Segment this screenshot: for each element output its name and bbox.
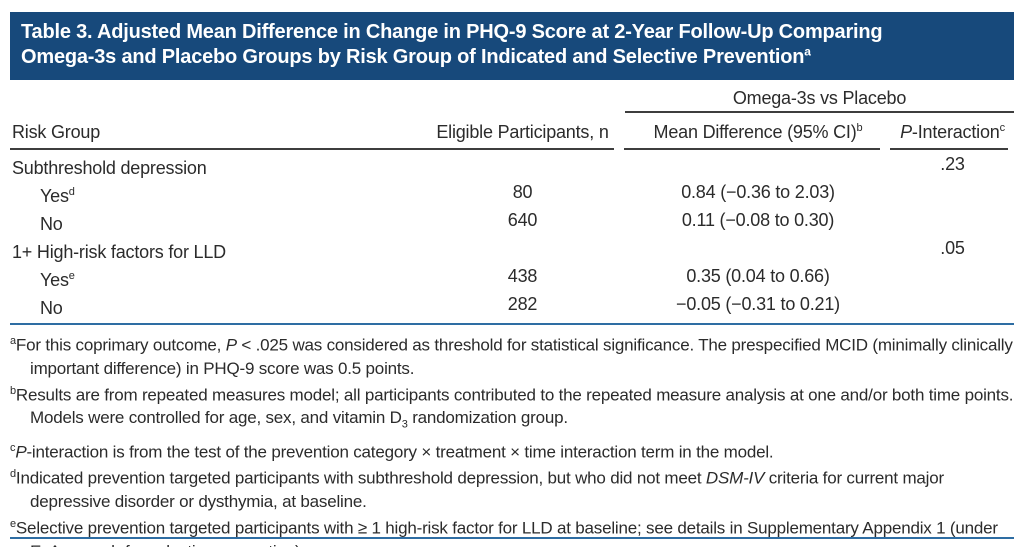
cell-eligible-n: 640: [507, 210, 538, 230]
cell-mean-difference: 0.84 (−0.36 to 2.03): [681, 182, 835, 202]
cell-risk-group: Yese: [40, 270, 75, 290]
cell-p-interaction: .05: [940, 238, 965, 258]
cell-risk-group: Yesd: [40, 186, 75, 206]
footnote-marker: c: [10, 441, 16, 454]
table-title-line2: Omega-3s and Placebo Groups by Risk Grou…: [21, 46, 805, 68]
divider: [10, 148, 1014, 150]
cell-risk-group: No: [40, 214, 63, 234]
table-title-footnote-marker: a: [804, 44, 811, 59]
cell-eligible-n: [420, 236, 625, 264]
cell-mean-difference: 0.35 (0.04 to 0.66): [686, 266, 830, 286]
cell-mean-difference: [625, 152, 891, 180]
footnote-marker: d: [10, 468, 16, 481]
footnotes: aFor this coprimary outcome, P < .025 wa…: [10, 330, 1014, 547]
cell-p-interaction: [891, 292, 1014, 320]
column-header-eligible-participants: Eligible Participants, n: [436, 122, 609, 142]
footnote-marker: a: [10, 335, 16, 347]
cell-eligible-n: 282: [507, 294, 538, 314]
table-title: Table 3. Adjusted Mean Difference in Cha…: [10, 12, 1014, 80]
column-group-header: Omega-3s vs Placebo: [732, 88, 907, 108]
spacer: [420, 80, 625, 109]
footnote-d: dIndicated prevention targeted participa…: [10, 468, 944, 512]
cell-p-interaction: .23: [940, 154, 965, 174]
footnote-c: cP-interaction is from the test of the p…: [10, 441, 774, 462]
divider: [10, 537, 1014, 539]
cell-p-interaction: [891, 208, 1014, 236]
column-header-mean-difference: Mean Difference (95% CI)b: [653, 122, 863, 142]
footnote-a: aFor this coprimary outcome, P < .025 wa…: [10, 335, 1013, 378]
cell-mean-difference: 0.11 (−0.08 to 0.30): [681, 210, 835, 230]
cell-p-interaction: [891, 180, 1014, 208]
cell-mean-difference: −0.05 (−0.31 to 0.21): [676, 294, 840, 314]
cell-eligible-n: [420, 152, 625, 180]
cell-eligible-n: 80: [512, 182, 533, 202]
column-header-risk-group: Risk Group: [12, 122, 101, 142]
cell-risk-group: 1+ High-risk factors for LLD: [12, 242, 226, 262]
footnote-b: bResults are from repeated measures mode…: [10, 384, 1014, 431]
cell-mean-difference: [625, 236, 891, 264]
data-table: Omega-3s vs Placebo Risk Group Eligible …: [10, 80, 1014, 320]
column-header-p-interaction: P-Interactionc: [900, 122, 1005, 142]
table-title-line1: Table 3. Adjusted Mean Difference in Cha…: [21, 21, 883, 43]
divider: [10, 323, 1014, 325]
footnote-marker: e: [10, 518, 16, 531]
cell-p-interaction: [891, 264, 1014, 292]
cell-eligible-n: 438: [507, 266, 538, 286]
cell-risk-group: Subthreshold depression: [12, 158, 207, 178]
spacer: [10, 80, 420, 109]
divider: [625, 111, 1014, 113]
cell-risk-group: No: [40, 298, 63, 318]
footnote-marker: b: [10, 384, 16, 397]
footnote-e: eSelective prevention targeted participa…: [10, 518, 998, 547]
